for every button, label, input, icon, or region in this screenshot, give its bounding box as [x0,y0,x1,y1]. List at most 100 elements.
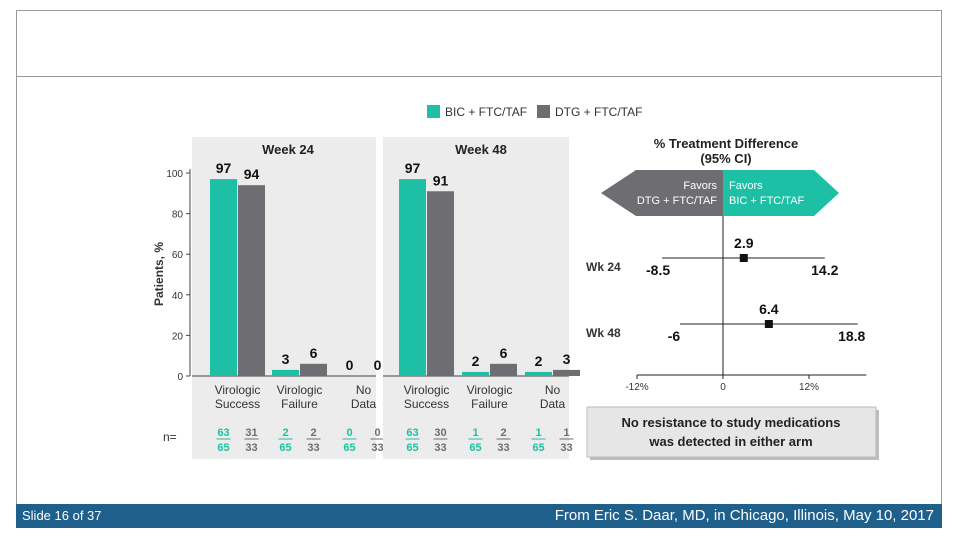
ci-lower-label: -8.5 [646,262,670,278]
y-tick-label: 80 [172,210,184,221]
y-tick-label: 60 [172,250,184,261]
n-numerator: 2 [282,427,288,439]
category-label: Virologic [215,383,261,397]
n-denominator: 65 [469,442,481,454]
y-tick-label: 40 [172,291,184,302]
note-text: was detected in either arm [648,434,812,449]
legend-swatch-bic [427,105,440,118]
y-axis-title: Patients, % [152,242,166,306]
n-denominator: 65 [279,442,291,454]
bar-value-label: 3 [282,351,290,367]
n-numerator: 1 [472,427,478,439]
category-label: Success [404,397,449,411]
estimate-label: 6.4 [759,301,779,317]
footer-bar: Slide 16 of 37 From Eric S. Daar, MD, in… [16,504,942,528]
forest-row-label: Wk 48 [586,326,621,340]
n-numerator: 1 [563,427,569,439]
n-denominator: 33 [371,442,383,454]
category-label: Failure [281,397,318,411]
category-label: Virologic [404,383,450,397]
note-box [586,406,877,458]
bar [300,363,327,376]
forest-tick-label: 0 [720,382,726,393]
source-credit: From Eric S. Daar, MD, in Chicago, Illin… [554,507,934,524]
category-label: No [356,383,372,397]
n-denominator: 33 [307,442,319,454]
legend-label-bic: BIC + FTC/TAF [445,105,527,119]
n-numerator: 2 [500,427,506,439]
n-denominator: 65 [406,442,418,454]
bar [553,369,580,376]
n-denominator: 33 [245,442,257,454]
forest-title: (95% CI) [700,151,751,166]
forest-tick-label: -12% [625,382,648,393]
bar-value-label: 94 [244,166,260,182]
category-label: Virologic [467,383,513,397]
favors-bic-arrow [723,170,839,216]
bar-value-label: 0 [374,357,382,373]
n-label: n= [163,430,177,444]
category-label: Success [215,397,260,411]
bar-value-label: 97 [216,160,232,176]
chart-title: Week 24 [262,142,315,157]
bar [462,371,489,376]
bar-value-label: 97 [405,160,421,176]
bar [210,179,237,376]
n-numerator: 0 [374,427,380,439]
category-label: Virologic [277,383,323,397]
category-label: Data [351,397,377,411]
category-label: Failure [471,397,508,411]
bar-value-label: 2 [535,353,543,369]
forest-tick-label: 12% [799,382,819,393]
category-label: Data [540,397,566,411]
n-denominator: 33 [434,442,446,454]
n-numerator: 0 [346,427,352,439]
bar-value-label: 6 [500,345,508,361]
bar [525,371,552,376]
favors-left-text: Favors [683,180,717,192]
title-divider [16,76,942,77]
bar-value-label: 6 [310,345,318,361]
slide-number: Slide 16 of 37 [22,508,102,523]
category-label: No [545,383,561,397]
frame-left-edge [16,10,17,505]
n-numerator: 63 [217,427,229,439]
y-tick-label: 0 [177,372,183,383]
n-numerator: 31 [245,427,257,439]
bar-value-label: 0 [346,357,354,373]
n-numerator: 30 [434,427,446,439]
favors-dtg-arrow [601,170,723,216]
bar-value-label: 91 [433,172,449,188]
forest-title: % Treatment Difference [654,136,799,151]
y-tick-label: 20 [172,331,184,342]
bar [427,191,454,376]
forest-row-label: Wk 24 [586,260,621,274]
note-text: No resistance to study medications [622,415,841,430]
bar [490,363,517,376]
bar [238,185,265,376]
n-denominator: 65 [217,442,229,454]
favors-right-text: Favors [729,180,763,192]
favors-left-text: DTG + FTC/TAF [637,195,717,207]
y-tick-label: 100 [166,169,183,180]
n-numerator: 1 [535,427,541,439]
bar-value-label: 3 [563,351,571,367]
legend-swatch-dtg [537,105,550,118]
favors-right-text: BIC + FTC/TAF [729,195,805,207]
bar [399,179,426,376]
ci-upper-label: 18.8 [838,328,865,344]
point-estimate [739,254,748,262]
n-denominator: 33 [560,442,572,454]
ci-lower-label: -6 [668,328,681,344]
estimate-label: 2.9 [734,235,754,251]
n-denominator: 33 [497,442,509,454]
point-estimate [764,320,773,328]
legend-label-dtg: DTG + FTC/TAF [555,105,642,119]
ci-upper-label: 14.2 [811,262,838,278]
bar [272,369,299,376]
n-numerator: 63 [406,427,418,439]
bar-value-label: 2 [472,353,480,369]
n-denominator: 65 [532,442,544,454]
n-denominator: 65 [343,442,355,454]
